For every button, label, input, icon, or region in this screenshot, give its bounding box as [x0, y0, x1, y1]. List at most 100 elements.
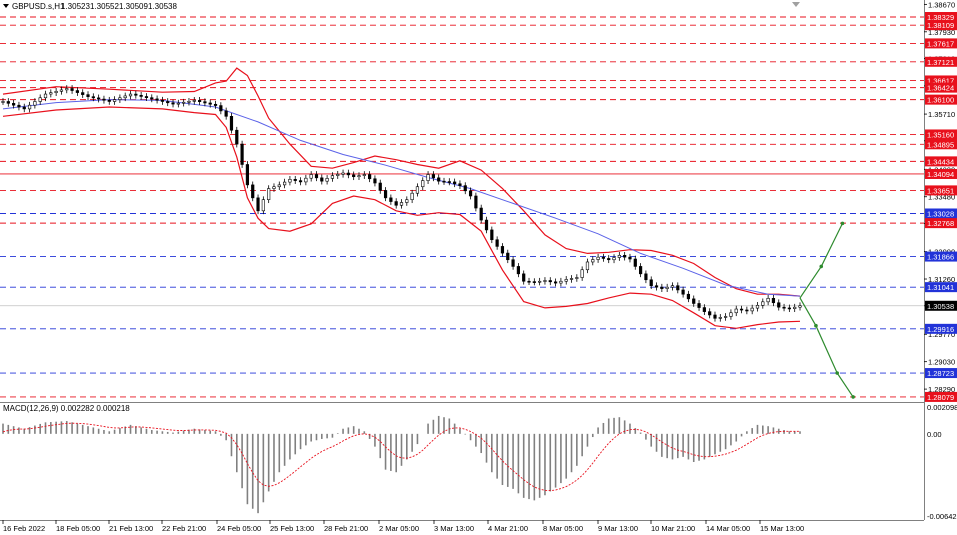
candle-body — [314, 174, 319, 179]
candle-body — [617, 255, 621, 258]
candle-body — [511, 259, 515, 267]
candle-body — [543, 280, 547, 282]
time-tick-label: 10 Mar 21:00 — [651, 524, 695, 533]
candle-body — [208, 102, 212, 105]
candle-body — [474, 195, 478, 209]
candle-body — [601, 256, 606, 259]
candle-body — [283, 181, 287, 186]
level-tag — [925, 218, 957, 229]
time-tick-label: 4 Mar 21:00 — [488, 524, 528, 533]
price-tick-label: 1.35710 — [928, 110, 955, 119]
candle-body — [548, 280, 552, 283]
candle-body — [12, 103, 16, 106]
time-tick-label: 16 Feb 2022 — [3, 524, 45, 533]
level-label: 1.38109 — [927, 21, 954, 30]
level-label: 1.36617 — [927, 76, 954, 85]
time-tick-label: 25 Feb 13:00 — [270, 524, 314, 533]
candle-body — [708, 311, 712, 316]
candle-body — [399, 202, 404, 206]
candle-body — [235, 129, 239, 145]
candle-body — [585, 261, 590, 271]
time-tick-label: 22 Feb 21:00 — [162, 524, 206, 533]
macd-histogram — [2, 415, 801, 514]
candle-body — [447, 181, 451, 183]
level-label: 1.33651 — [927, 186, 954, 195]
candle-body — [458, 183, 462, 186]
candle-body — [224, 110, 228, 117]
candle-body — [378, 182, 382, 191]
level-tag — [925, 129, 957, 140]
level-tag — [925, 185, 957, 196]
candle-body — [527, 280, 531, 283]
ohlc-high: 1.30552 — [90, 2, 119, 11]
candle-body — [251, 184, 255, 199]
candle-body — [516, 266, 520, 275]
price-tick-label: 1.37930 — [928, 28, 955, 37]
candle-body — [479, 207, 483, 221]
candle-body — [70, 88, 74, 91]
level-tag — [925, 156, 957, 167]
candle-body — [27, 104, 32, 110]
candle-body — [187, 100, 191, 103]
candle-body — [745, 309, 749, 312]
time-tick-label: 9 Mar 13:00 — [598, 524, 638, 533]
candle-body — [182, 101, 186, 104]
candle-body — [628, 256, 632, 260]
candle-body — [442, 180, 446, 183]
level-tag — [925, 75, 957, 86]
candle-body — [373, 178, 377, 184]
level-lines — [0, 16, 924, 398]
chart-title: GBPUSD.s,H1 — [12, 2, 65, 11]
candle-body — [272, 186, 276, 189]
candle-body — [484, 219, 489, 231]
candle-body — [771, 297, 776, 304]
price-tick-label: 1.38670 — [928, 0, 955, 9]
candle-body — [724, 316, 728, 318]
forecast-arrows — [799, 221, 855, 399]
candle-body — [596, 256, 600, 260]
level-tag — [925, 323, 957, 334]
bollinger-lower — [2, 106, 801, 329]
candle-body — [123, 95, 127, 99]
macd-tick-label: 0.00 — [927, 430, 942, 439]
candle-body — [553, 281, 558, 284]
level-tag — [925, 251, 957, 262]
candle-body — [798, 305, 802, 308]
candle-body — [325, 178, 329, 182]
time-tick-label: 18 Feb 05:00 — [56, 524, 100, 533]
candle-body — [102, 98, 106, 101]
candle-body — [787, 307, 791, 310]
candle-body — [755, 305, 760, 309]
candle-body — [793, 306, 797, 309]
candle-body — [766, 297, 770, 303]
candle-body — [490, 229, 494, 241]
candle-body — [1, 101, 5, 103]
level-tag — [925, 208, 957, 219]
candle-body — [357, 175, 361, 178]
candle-body — [522, 273, 526, 282]
current-price-tag — [925, 300, 957, 311]
candle-body — [346, 172, 350, 176]
candle-body — [676, 285, 680, 291]
candle-body — [453, 181, 457, 185]
candle-body — [277, 184, 281, 188]
time-tick-label: 8 Mar 05:00 — [543, 524, 583, 533]
candle-body — [17, 104, 21, 108]
time-tick-label: 14 Mar 05:00 — [706, 524, 750, 533]
level-label: 1.32768 — [927, 219, 954, 228]
level-label: 1.31866 — [927, 253, 954, 262]
candle-body — [750, 307, 754, 312]
candle-body — [368, 174, 372, 180]
level-label: 1.31041 — [927, 283, 954, 292]
scroll-marker-icon[interactable] — [792, 2, 800, 7]
candle-body — [49, 92, 53, 95]
macd-title: MACD(12,26,9) 0.002282 0.000218 — [3, 404, 130, 413]
candle-body — [649, 279, 653, 286]
collapse-triangle-icon[interactable] — [3, 4, 9, 8]
candle-body — [134, 93, 138, 96]
candle-body — [203, 101, 207, 104]
level-tag — [925, 56, 957, 67]
level-label: 1.34895 — [927, 140, 954, 149]
